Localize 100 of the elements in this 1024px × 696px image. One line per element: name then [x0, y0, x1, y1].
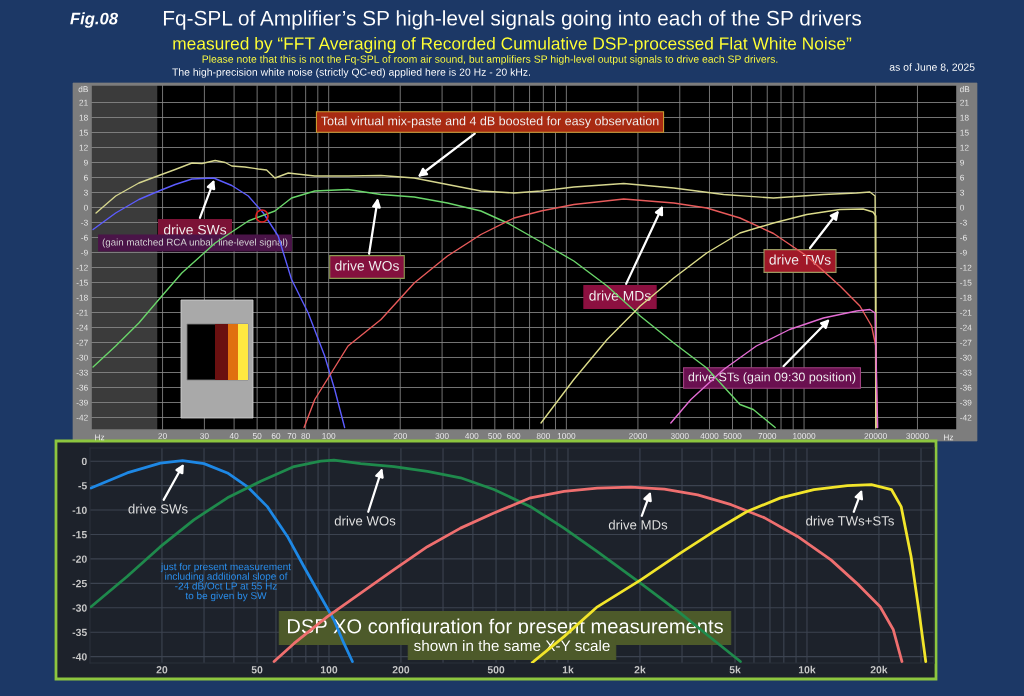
y2-tick-label: -24: [960, 324, 972, 331]
annotation: drive TWs: [769, 254, 831, 265]
x-tick-label: 7000: [758, 433, 777, 439]
y2-tick-label: 3: [960, 189, 965, 196]
x-tick-label: 50: [251, 666, 263, 674]
y-tick-label: -20: [72, 555, 87, 563]
y-tick-label: 0: [83, 204, 88, 211]
x-tick-label: 20: [158, 433, 167, 439]
y2-tick-label: -42: [960, 414, 972, 421]
x-tick-label: 50: [252, 433, 262, 439]
chart-subtitle: measured by “FFT Averaging of Recorded Cumulative DSP-processed Flat White Noise”: [173, 36, 852, 54]
x-tick-label: 200: [393, 433, 407, 439]
y-tick-label: -3: [81, 219, 88, 226]
y-tick-label: -25: [72, 579, 87, 588]
annotation: drive TWs+STs: [806, 515, 894, 526]
x-tick-label: 80: [301, 433, 310, 439]
text: The high-precision white noise (strictly QC-ed) applied here is 20 Hz - 20 kHz.: [172, 68, 530, 78]
y-tick-label: 9: [83, 159, 88, 166]
x-tick-label: 200: [392, 666, 410, 674]
x-tick-label: 30000: [906, 433, 929, 439]
y-tick-label: -18: [76, 294, 88, 301]
annotation: drive WOs: [335, 260, 399, 271]
x-tick-label: 5k: [729, 665, 741, 674]
annotation: drive WOs: [334, 515, 396, 526]
y2-tick-label: 12: [960, 144, 969, 151]
x-tick-label: 500: [487, 666, 505, 674]
x-tick-label: 300: [435, 433, 449, 439]
y2-tick-label: 18: [960, 114, 969, 121]
y-tick-label: 21: [79, 99, 88, 106]
x-tick-label: 100: [322, 433, 336, 439]
y-tick-label: -39: [76, 399, 88, 406]
x-tick-label: 5000: [723, 433, 742, 439]
text: Please note that this is not the Fq-SPL of room air sound, but amplifiers SP high-level output signals to drive each SP drivers.: [202, 55, 778, 65]
y-tick-label: -21: [76, 309, 88, 316]
y2-tick-label: -6: [960, 234, 967, 241]
y2-tick-label: -33: [960, 369, 972, 376]
x-tick-label: 1k: [562, 665, 574, 674]
x-tick-label: 2000: [629, 433, 647, 439]
x-axis-title: Hz: [95, 434, 105, 441]
y2-tick-label: -15: [960, 279, 972, 286]
x-tick-label: 30: [200, 433, 209, 439]
x-tick-label: 800: [536, 433, 550, 439]
x-tick-label: 4000: [700, 433, 719, 439]
y-tick-label: -24: [76, 324, 88, 331]
x-tick-label: 3000: [670, 433, 689, 439]
x-tick-label: 10000: [793, 433, 816, 439]
annotation: drive SWs: [163, 224, 227, 235]
y2-tick-label: -39: [960, 399, 972, 406]
y2-tick-label: 9: [960, 159, 965, 166]
x-tick-label: 40: [229, 433, 239, 439]
y2-tick-label: -3: [960, 219, 967, 226]
y2-tick-label: -18: [960, 294, 972, 301]
y-tick-label: -40: [72, 653, 87, 661]
y2-tick-label: 6: [960, 174, 965, 181]
x-tick-label: 60: [271, 433, 281, 439]
annotation: Total virtual mix-paste and 4 dB boosted for easy observation: [321, 116, 659, 128]
caption: Fig.08: [70, 12, 119, 28]
annotation: drive MDs: [608, 519, 668, 530]
x-tick-label: 20k: [870, 665, 888, 674]
x-tick-label: 600: [507, 433, 521, 439]
x-tick-label: 10k: [798, 665, 816, 674]
y2-tick-label: -21: [960, 309, 972, 316]
y2-tick-label: -27: [960, 339, 972, 346]
y2-tick-label: 0: [960, 204, 965, 211]
y2-tick-label: -36: [960, 384, 972, 391]
y2-tick-label: -30: [960, 354, 972, 361]
x-tick-label: 70: [287, 433, 297, 439]
y-tick-label: -30: [76, 354, 88, 361]
text: as of June 8, 2025: [889, 63, 975, 73]
y-tick-label: -42: [76, 414, 88, 421]
y-tick-label: 15: [79, 129, 88, 136]
y-tick-label: -27: [76, 339, 88, 346]
text: Hz: [944, 434, 954, 441]
y-tick-label: -12: [76, 264, 88, 271]
x-tick-label: 1000: [557, 433, 576, 439]
y-tick-label: -6: [81, 234, 88, 241]
annotation: drive STs (gain 09:30 position): [688, 372, 856, 384]
y-tick-label: -30: [72, 604, 87, 612]
y-tick-label: -33: [76, 369, 88, 376]
x-tick-label: 20000: [864, 433, 887, 439]
y2-tick-label: -9: [960, 249, 967, 256]
y-tick-label: 3: [83, 189, 88, 196]
y-tick-label: 12: [79, 144, 88, 151]
y-tick-label: 6: [84, 174, 88, 181]
y-tick-label: -35: [72, 628, 87, 637]
y-tick-label: 18: [79, 114, 88, 121]
y2-axis-title: dB: [959, 86, 970, 93]
y-tick-label: -36: [76, 384, 88, 391]
x-tick-label: 2k: [634, 665, 646, 674]
annotation: drive SWs: [128, 503, 188, 514]
y-tick-label: -9: [81, 249, 88, 256]
y-tick-label: -15: [76, 279, 88, 286]
y2-tick-label: 21: [960, 99, 969, 106]
y-axis-title: dB: [78, 86, 88, 93]
y2-tick-label: 15: [960, 129, 969, 136]
x-tick-label: 20: [156, 666, 168, 674]
y-tick-label: 0: [81, 457, 87, 466]
y-tick-label: -5: [78, 482, 87, 490]
y-tick-label: -15: [72, 531, 87, 539]
y-tick-label: -10: [72, 506, 87, 514]
